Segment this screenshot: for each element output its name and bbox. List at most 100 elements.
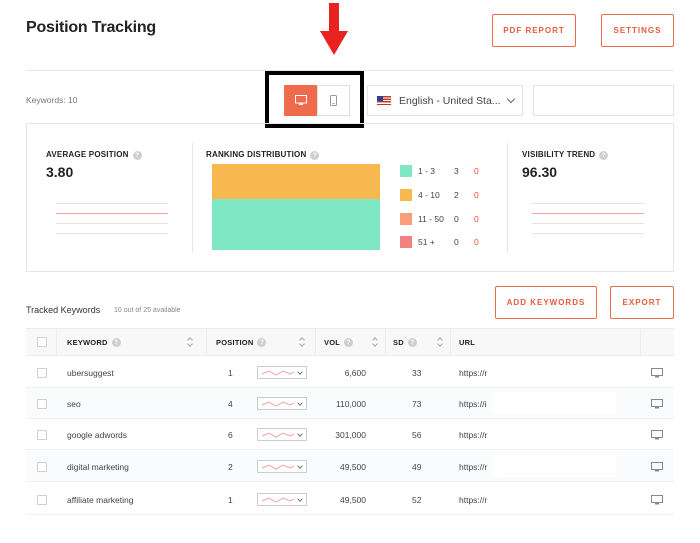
row-checkbox[interactable] (37, 495, 47, 505)
vol-cell: 110,000 (335, 398, 366, 409)
url-cell[interactable]: https://r (459, 429, 488, 440)
help-icon[interactable]: ? (132, 151, 142, 160)
chevron-down-icon (297, 496, 303, 502)
column-sd[interactable]: SD? (393, 329, 417, 355)
row-checkbox[interactable] (37, 430, 47, 440)
column-url[interactable]: URL (459, 337, 476, 347)
legend-swatch (400, 189, 412, 201)
sd-cell: 49 (412, 461, 422, 472)
position-cell: 1 (228, 494, 233, 505)
keywords-count: Keywords: 10 (26, 95, 78, 105)
trend-line-icon (261, 464, 295, 470)
distribution-legend-item: 1 - 3 3 0 (400, 164, 500, 178)
average-position-sparkline (56, 203, 168, 234)
desktop-icon (294, 95, 307, 105)
page-title: Position Tracking (26, 19, 156, 36)
vol-cell: 301,000 (335, 429, 366, 440)
visibility-trend-value: 96.30 (522, 164, 558, 180)
keyword-cell: digital marketing (67, 461, 129, 472)
keyword-cell: affiliate marketing (67, 494, 134, 505)
chevron-down-icon (506, 94, 516, 104)
legend-swatch (400, 236, 412, 248)
row-checkbox[interactable] (37, 368, 47, 378)
help-icon[interactable]: ? (310, 151, 320, 160)
desktop-toggle-button[interactable] (284, 85, 317, 116)
select-all-checkbox[interactable] (37, 337, 47, 347)
sort-icon[interactable] (188, 337, 193, 346)
export-button[interactable]: EXPORT (610, 286, 674, 319)
desktop-icon (651, 495, 663, 505)
legend-count: 0 (454, 237, 459, 247)
mobile-icon (330, 95, 337, 106)
help-icon[interactable]: ? (344, 337, 354, 347)
desktop-icon (651, 430, 663, 440)
help-icon[interactable]: ? (111, 337, 121, 347)
language-select[interactable]: English - United Sta... (367, 85, 523, 116)
table-row[interactable]: digital marketing 2 49,500 49 https://r (26, 451, 674, 482)
legend-swatch (400, 213, 412, 225)
position-trend-dropdown[interactable] (257, 366, 307, 379)
location-input[interactable] (533, 85, 674, 116)
sd-cell: 33 (412, 367, 422, 378)
average-position-value: 3.80 (46, 164, 74, 180)
settings-button[interactable]: SETTINGS (601, 14, 674, 47)
tracked-keywords-available: 10 out of 25 available (114, 307, 181, 314)
sort-icon[interactable] (373, 337, 378, 346)
position-cell: 1 (228, 367, 233, 378)
url-redaction (488, 455, 616, 477)
pdf-report-button[interactable]: PDF REPORT (492, 14, 576, 47)
average-position-label: AVERAGE POSITION? (46, 144, 142, 162)
help-icon[interactable]: ? (599, 151, 609, 160)
legend-change: 0 (474, 237, 479, 247)
help-icon[interactable]: ? (407, 337, 417, 347)
table-row[interactable]: google adwords 6 301,000 56 https://r (26, 419, 674, 450)
chevron-down-icon (297, 400, 303, 406)
url-cell[interactable]: https://i (459, 398, 487, 409)
position-trend-dropdown[interactable] (257, 428, 307, 441)
visibility-trend-label: VISIBILITY TREND? (522, 144, 609, 162)
legend-range: 51 + (418, 237, 435, 247)
table-row[interactable]: affiliate marketing 1 49,500 52 https://r (26, 484, 674, 515)
legend-range: 11 - 50 (418, 214, 444, 224)
chevron-down-icon (297, 463, 303, 469)
distribution-legend-item: 4 - 10 2 0 (400, 188, 500, 202)
legend-change: 0 (474, 166, 479, 176)
vol-cell: 6,600 (344, 367, 366, 378)
url-redaction (488, 361, 616, 383)
add-keywords-button[interactable]: ADD KEYWORDS (495, 286, 597, 319)
row-checkbox[interactable] (37, 462, 47, 472)
legend-range: 4 - 10 (418, 190, 440, 200)
position-trend-dropdown[interactable] (257, 397, 307, 410)
keyword-cell: ubersuggest (67, 367, 114, 378)
url-cell[interactable]: https://r (459, 494, 488, 505)
sort-icon[interactable] (300, 337, 305, 346)
sort-icon[interactable] (438, 337, 443, 346)
url-redaction (488, 488, 616, 510)
us-flag-icon (377, 96, 391, 105)
url-cell[interactable]: https://r (459, 461, 488, 472)
position-trend-dropdown[interactable] (257, 460, 307, 473)
position-cell: 4 (228, 398, 233, 409)
trend-line-icon (261, 370, 295, 376)
position-cell: 2 (228, 461, 233, 472)
mobile-toggle-button[interactable] (317, 85, 350, 116)
position-cell: 6 (228, 429, 233, 440)
trend-line-icon (261, 497, 295, 503)
position-trend-dropdown[interactable] (257, 493, 307, 506)
column-keyword[interactable]: KEYWORD? (67, 329, 121, 355)
desktop-icon (651, 399, 663, 409)
row-checkbox[interactable] (37, 399, 47, 409)
sd-cell: 73 (412, 398, 422, 409)
sd-cell: 52 (412, 494, 422, 505)
legend-count: 3 (454, 166, 459, 176)
column-vol[interactable]: VOL? (324, 329, 354, 355)
ranking-distribution-label: RANKING DISTRIBUTION? (206, 144, 320, 162)
stats-divider (507, 143, 508, 253)
sd-cell: 56 (412, 429, 422, 440)
table-header: KEYWORD? POSITION? VOL? SD? URL (26, 328, 674, 356)
url-cell[interactable]: https://r (459, 367, 488, 378)
column-position[interactable]: POSITION? (216, 329, 267, 355)
help-icon[interactable]: ? (257, 337, 267, 347)
table-row[interactable]: seo 4 110,000 73 https://i (26, 388, 674, 419)
table-row[interactable]: ubersuggest 1 6,600 33 https://r (26, 357, 674, 388)
